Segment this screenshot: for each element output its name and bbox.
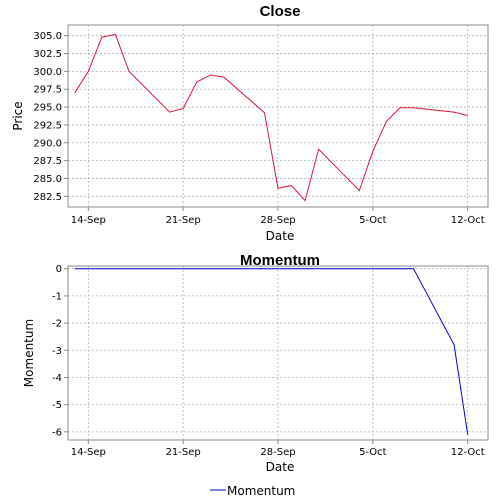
chart-title-0: Close — [260, 3, 301, 20]
y-tick-label: 295.0 — [33, 103, 62, 114]
y-axis-label-0: Price — [11, 101, 25, 130]
plot-area-0 — [67, 24, 489, 208]
y-tick-label: 282.5 — [33, 192, 62, 203]
x-tick-label: 5-Oct — [359, 215, 387, 226]
y-tick-label: 302.5 — [33, 49, 62, 60]
plot-area-1 — [67, 265, 489, 441]
x-axis-label-0: Date — [266, 229, 295, 243]
y-tick-label: 290.0 — [33, 138, 62, 149]
legend-label: Momentum — [227, 484, 295, 498]
y-tick-label: -2 — [52, 319, 62, 330]
x-tick-label: 12-Oct — [451, 447, 485, 458]
x-tick-label: 21-Sep — [166, 447, 201, 458]
y-tick-label: 292.5 — [33, 120, 62, 131]
series-line-1-0 — [74, 268, 469, 435]
x-tick-label: 5-Oct — [359, 447, 387, 458]
x-tick-label: 28-Sep — [260, 215, 295, 226]
x-tick-label: 28-Sep — [260, 447, 295, 458]
y-tick-label: -4 — [52, 373, 62, 384]
y-tick-label: -6 — [52, 427, 62, 438]
y-tick-label: 297.5 — [33, 85, 62, 96]
x-tick-label: 14-Sep — [71, 215, 106, 226]
y-tick-label: 287.5 — [33, 156, 62, 167]
y-tick-label: -5 — [52, 400, 62, 411]
x-tick-label: 21-Sep — [166, 215, 201, 226]
y-tick-label: 0 — [56, 264, 62, 275]
series-line-0-0 — [74, 33, 468, 202]
y-tick-label: -1 — [52, 291, 62, 302]
x-axis-label-1: Date — [266, 460, 295, 474]
chart-title-1: Momentum — [240, 252, 320, 269]
y-tick-label: 305.0 — [33, 31, 62, 42]
y-tick-label: 285.0 — [33, 174, 62, 185]
y-axis-label-1: Momentum — [22, 319, 36, 387]
x-tick-label: 12-Oct — [451, 215, 485, 226]
x-tick-label: 14-Sep — [71, 447, 106, 458]
y-tick-label: 300.0 — [33, 67, 62, 78]
y-tick-label: -3 — [52, 346, 62, 357]
